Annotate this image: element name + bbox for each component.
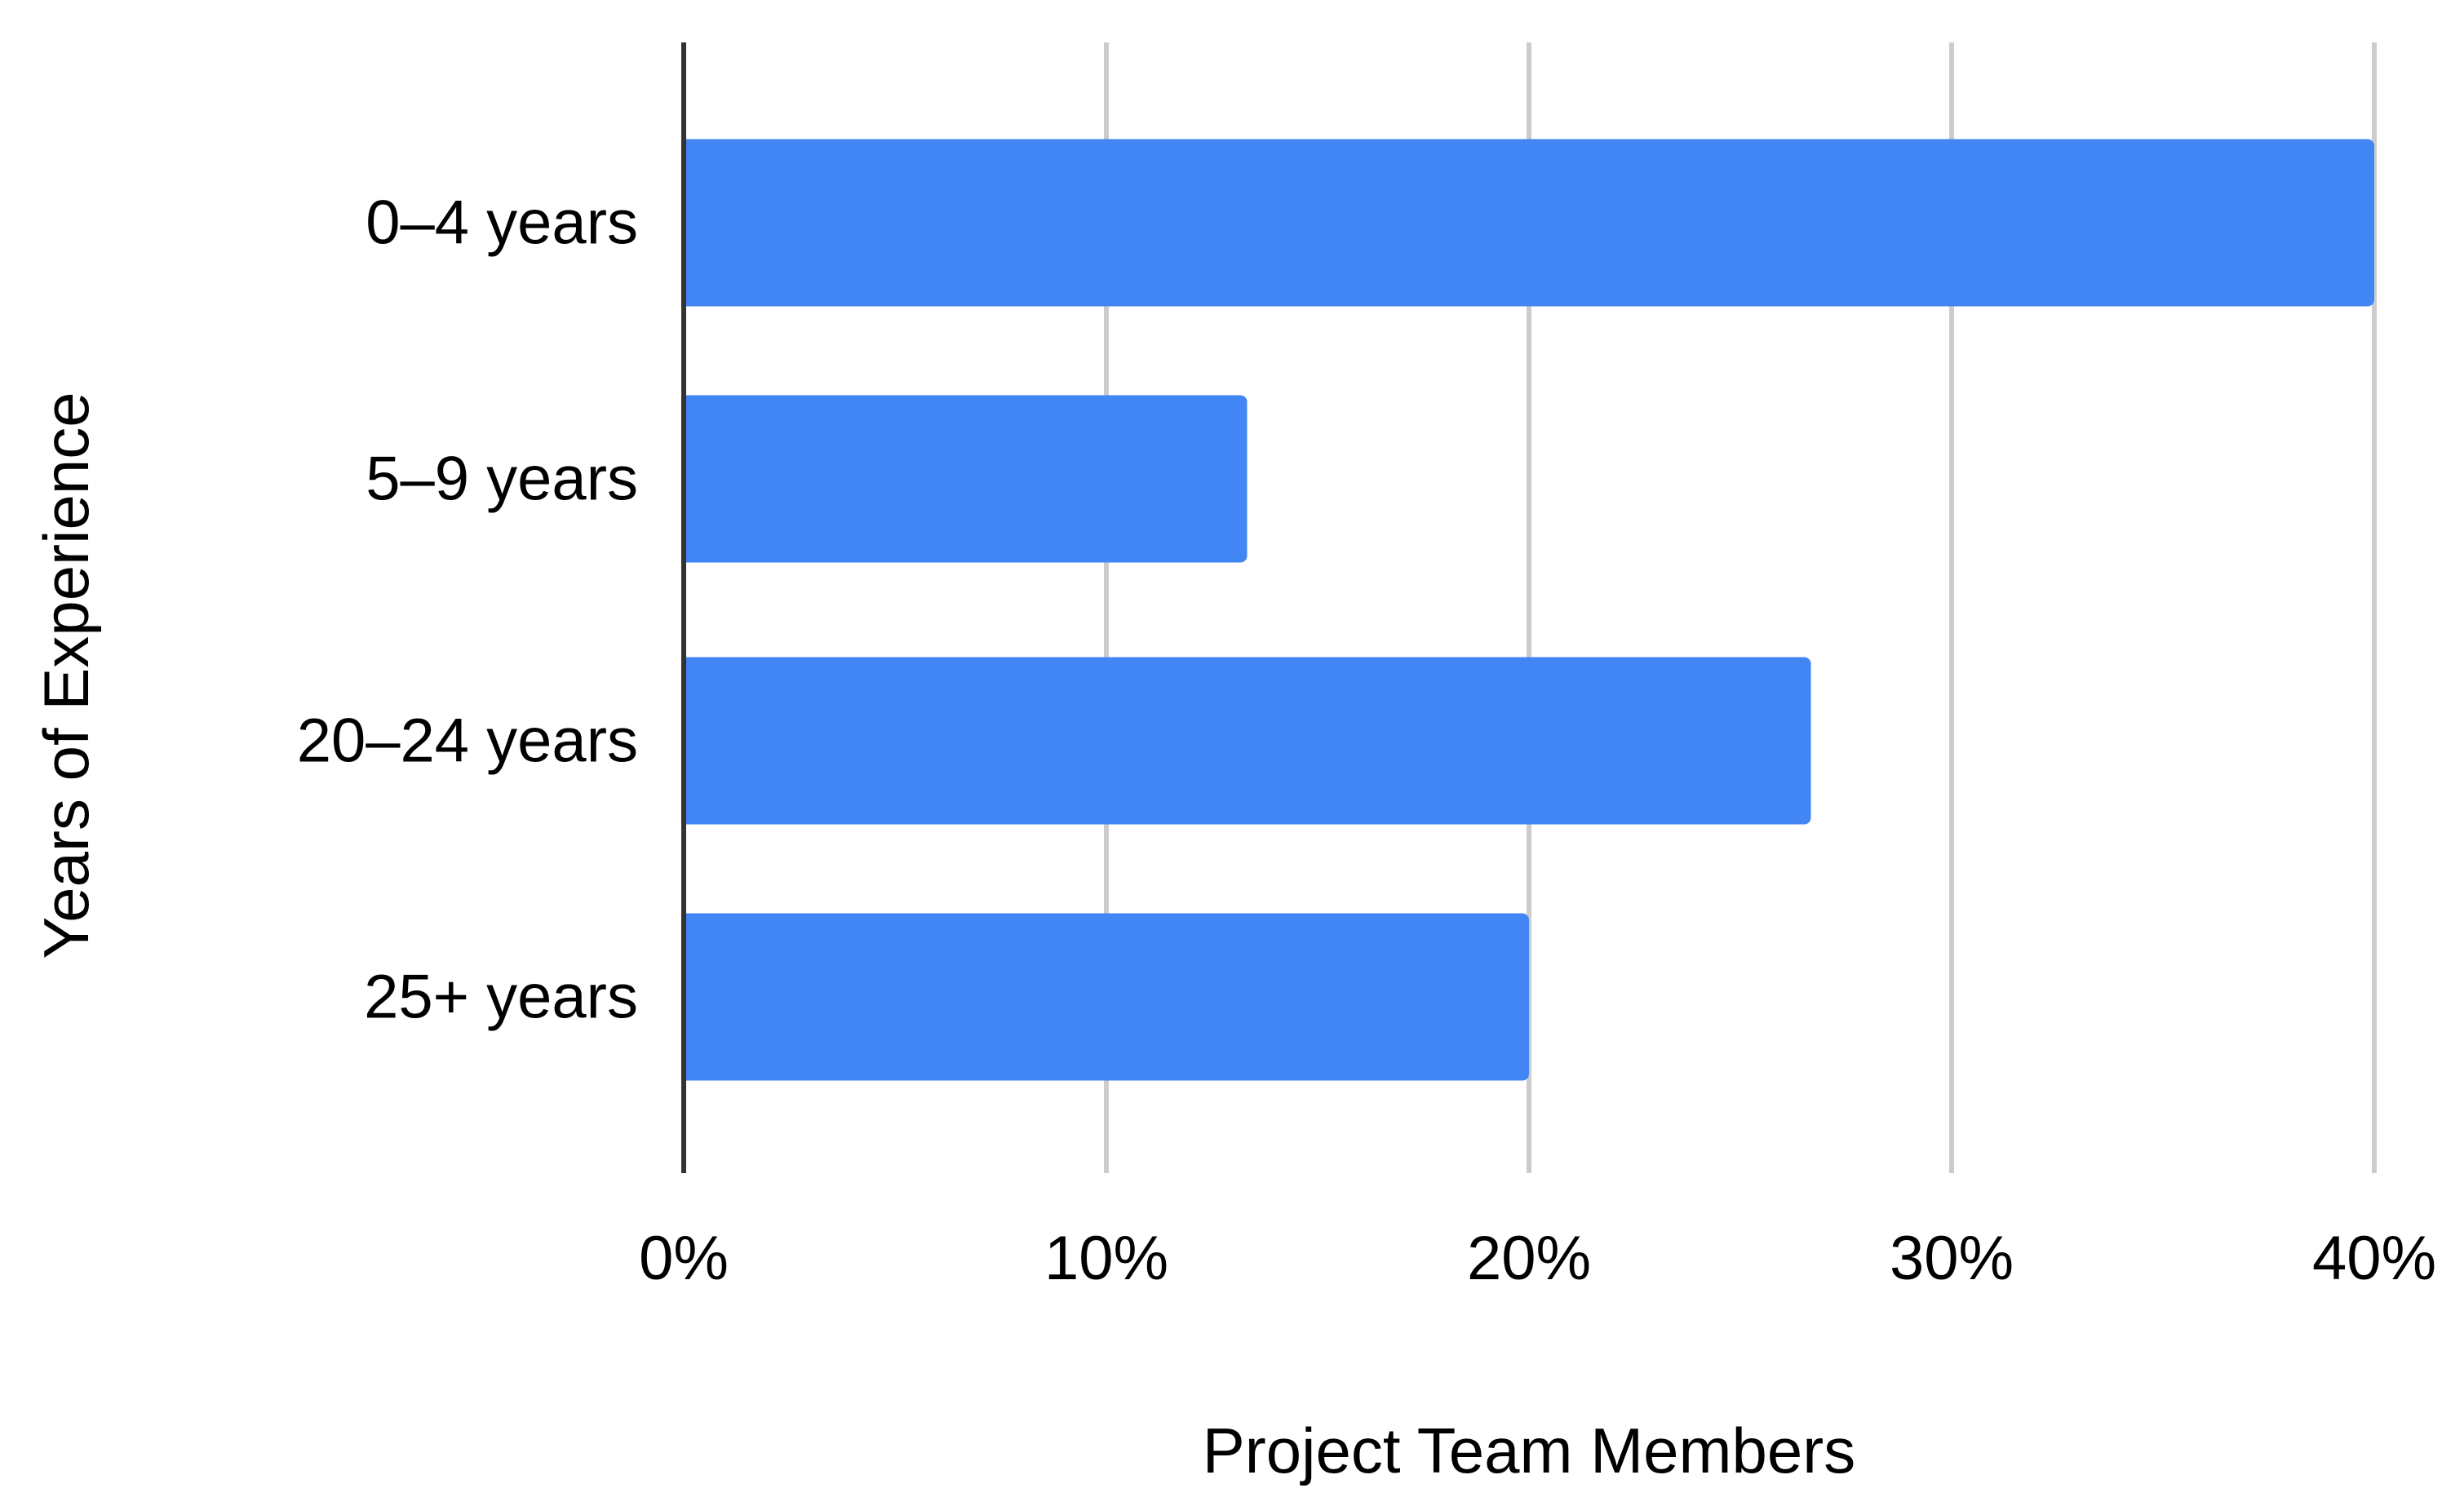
bars xyxy=(684,139,2374,1081)
bar-left-edge xyxy=(684,657,700,825)
category-label: 25+ years xyxy=(364,963,638,1032)
x-tick-labels: 0% 10% 20% 30% 40% xyxy=(639,1224,2436,1293)
bar xyxy=(684,395,1248,563)
category-label: 0–4 years xyxy=(366,188,638,258)
x-tick-label: 30% xyxy=(1890,1224,2014,1293)
category-label: 20–24 years xyxy=(297,706,638,776)
bar xyxy=(684,139,2374,307)
y-axis-title: Years of Experience xyxy=(30,392,102,959)
bar-left-edge xyxy=(684,395,700,563)
category-label: 5–9 years xyxy=(366,445,638,514)
bar xyxy=(684,657,1811,825)
x-tick-label: 40% xyxy=(2312,1224,2436,1293)
bar-left-edge xyxy=(684,139,700,307)
x-tick-label: 20% xyxy=(1467,1224,1591,1293)
x-tick-label: 10% xyxy=(1044,1224,1168,1293)
bar-left-edge xyxy=(684,913,700,1081)
bar xyxy=(684,913,1529,1081)
category-labels: 0–4 years 5–9 years 20–24 years 25+ years xyxy=(297,188,638,1032)
x-axis-title: Project Team Members xyxy=(1203,1415,1856,1486)
x-tick-label: 0% xyxy=(639,1224,729,1293)
